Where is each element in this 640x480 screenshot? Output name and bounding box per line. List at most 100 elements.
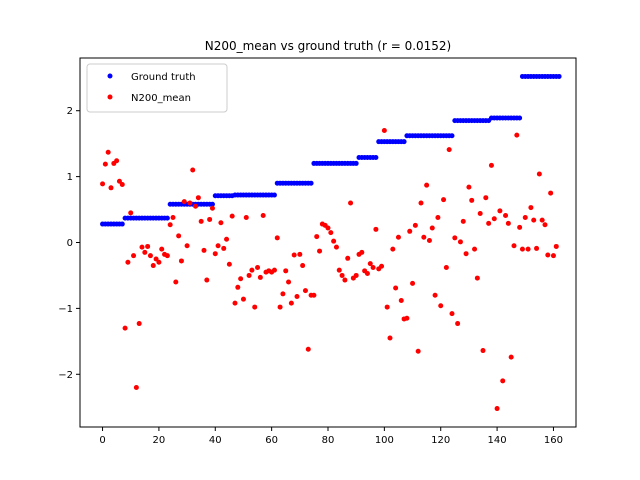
data-point-n200-mean [418,200,424,206]
data-point-n200-mean [274,235,280,241]
data-point-n200-mean [395,234,401,240]
data-point-n200-mean [164,253,170,259]
data-point-n200-mean [348,200,354,206]
data-point-n200-mean [381,127,387,133]
data-point-n200-mean [139,244,145,250]
data-point-n200-mean [100,181,106,187]
data-point-n200-mean [373,226,379,232]
x-tick-label: 20 [153,435,166,446]
data-point-n200-mean [500,378,506,384]
data-point-n200-mean [277,304,283,310]
data-point-n200-mean [142,249,148,255]
data-point-n200-mean [398,297,404,303]
data-point-n200-mean [432,292,438,298]
data-point-n200-mean [311,292,317,298]
data-point-n200-mean [286,279,292,285]
data-point-n200-mean [131,253,137,259]
data-point-n200-mean [212,251,218,257]
data-point-ground-truth [449,133,455,139]
data-point-n200-mean [528,205,534,211]
data-point-n200-mean [483,195,489,201]
data-point-n200-mean [519,246,525,252]
data-point-n200-mean [480,348,486,354]
data-point-n200-mean [238,276,244,282]
data-point-n200-mean [204,277,210,283]
legend-label-ground-truth: Ground truth [131,72,196,83]
data-point-ground-truth [308,180,314,186]
y-tick-label: 0 [67,238,73,249]
data-point-n200-mean [466,184,472,190]
data-point-n200-mean [207,216,213,222]
data-point-n200-mean [426,238,432,244]
plot-area [100,73,562,412]
data-point-n200-mean [331,238,337,244]
data-point-n200-mean [407,228,413,234]
data-point-ground-truth [353,160,359,166]
data-point-n200-mean [119,182,125,188]
data-point-n200-mean [497,208,503,214]
data-point-ground-truth [556,73,562,79]
data-point-n200-mean [252,304,258,310]
data-point-n200-mean [345,255,351,261]
data-point-n200-mean [367,261,373,267]
data-point-n200-mean [412,222,418,228]
data-point-n200-mean [511,243,517,249]
data-point-n200-mean [463,251,469,257]
data-point-n200-mean [364,270,370,276]
data-point-n200-mean [486,220,492,226]
data-point-ground-truth [119,221,125,227]
data-point-n200-mean [449,311,455,317]
data-point-n200-mean [410,280,416,286]
data-point-n200-mean [114,158,120,164]
data-point-n200-mean [477,211,483,217]
data-point-n200-mean [339,272,345,278]
data-point-ground-truth [517,115,523,121]
x-tick-label: 120 [431,435,450,446]
data-point-n200-mean [235,284,241,290]
data-point-n200-mean [215,243,221,249]
data-point-n200-mean [488,162,494,168]
data-point-n200-mean [443,265,449,271]
data-point-n200-mean [193,203,199,209]
data-point-n200-mean [280,291,286,297]
data-point-n200-mean [452,235,458,241]
data-point-n200-mean [548,190,554,196]
data-point-n200-mean [291,252,297,258]
data-point-ground-truth [373,155,379,160]
data-point-n200-mean [370,265,376,271]
legend-label-n200-mean: N200_mean [131,93,191,104]
data-point-n200-mean [424,182,430,188]
data-point-n200-mean [305,346,311,352]
data-point-n200-mean [553,243,559,249]
data-point-n200-mean [190,167,196,173]
x-tick-label: 40 [209,435,222,446]
data-point-n200-mean [429,225,435,231]
data-point-n200-mean [240,296,246,302]
data-point-n200-mean [342,277,348,283]
data-point-n200-mean [159,246,165,252]
data-point-n200-mean [384,304,390,310]
data-point-n200-mean [153,256,159,262]
x-tick-label: 140 [488,435,507,446]
data-point-n200-mean [294,294,300,300]
data-point-n200-mean [325,225,331,231]
data-point-n200-mean [226,261,232,267]
data-point-n200-mean [517,224,523,230]
data-point-n200-mean [173,279,179,285]
x-tick-label: 100 [375,435,394,446]
data-point-n200-mean [435,214,441,220]
data-point-n200-mean [446,147,452,153]
data-point-n200-mean [201,247,207,253]
data-point-n200-mean [534,245,540,251]
data-point-n200-mean [246,272,252,278]
series-n200-mean [100,127,559,412]
y-tick-label: −1 [58,304,73,315]
data-point-n200-mean [474,275,480,281]
data-point-n200-mean [314,234,320,240]
legend: Ground truth N200_mean [86,63,228,113]
data-point-n200-mean [328,230,334,236]
data-point-ground-truth [401,139,407,145]
data-point-n200-mean [491,216,497,222]
data-point-n200-mean [116,178,122,184]
